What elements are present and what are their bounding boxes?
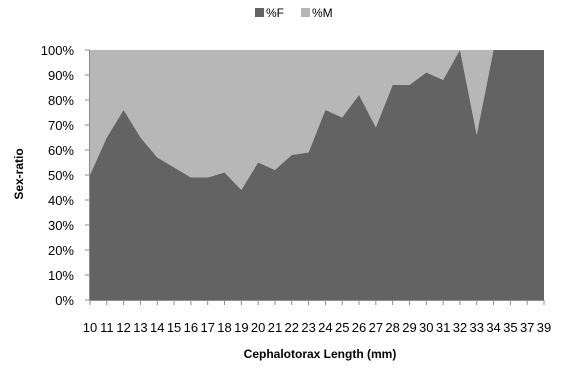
x-tick-label: 31: [436, 320, 450, 335]
y-tick-label: 100%: [41, 43, 75, 58]
legend-swatch-female: [255, 8, 264, 17]
x-tick-label: 12: [116, 320, 130, 335]
x-tick-label: 34: [486, 320, 500, 335]
x-tick-label: 11: [100, 320, 114, 335]
x-axis-title: Cephalotorax Length (mm): [244, 347, 397, 361]
x-tick-label: 30: [419, 320, 433, 335]
x-tick-label: 29: [402, 320, 416, 335]
y-tick-label: 70%: [48, 118, 74, 133]
plot-area: [90, 50, 544, 300]
x-tick-label: 19: [234, 320, 248, 335]
x-tick-label: 18: [217, 320, 231, 335]
y-tick-label: 30%: [48, 218, 74, 233]
y-tick-label: 80%: [48, 93, 74, 108]
y-axis: 0% 10% 20% 30% 40% 50% 60% 70% 80% 90% 100%: [41, 43, 90, 308]
legend-swatch-male: [301, 8, 310, 17]
y-tick-label: 90%: [48, 68, 74, 83]
x-tick-label: 22: [285, 320, 299, 335]
x-tick-label: 32: [453, 320, 467, 335]
x-tick-label: 16: [184, 320, 198, 335]
y-tick-label: 50%: [48, 168, 74, 183]
legend-label-female: %F: [266, 6, 284, 20]
x-tick-label: 27: [369, 320, 383, 335]
y-tick-label: 40%: [48, 193, 74, 208]
x-tick-label: 28: [385, 320, 399, 335]
y-tick-label: 60%: [48, 143, 74, 158]
x-tick-label: 24: [318, 320, 332, 335]
x-tick-label: 25: [335, 320, 349, 335]
x-tick-label: 39: [537, 320, 551, 335]
x-tick-label: 15: [167, 320, 181, 335]
y-axis-title: Sex-ratio: [12, 148, 26, 199]
x-tick-label: 17: [200, 320, 214, 335]
x-tick-label: 35: [503, 320, 517, 335]
x-tick-label: 14: [150, 320, 164, 335]
x-tick-label: 10: [83, 320, 97, 335]
legend: %F %M: [255, 6, 333, 20]
x-tick-label: 13: [133, 320, 147, 335]
y-tick-label: 20%: [48, 243, 74, 258]
x-tick-label: 33: [470, 320, 484, 335]
x-tick-label: 26: [352, 320, 366, 335]
x-tick-label: 21: [268, 320, 282, 335]
legend-label-male: %M: [312, 6, 333, 20]
y-tick-label: 0%: [55, 293, 74, 308]
x-tick-label: 37: [520, 320, 534, 335]
y-tick-label: 10%: [48, 268, 74, 283]
x-tick-label: 20: [251, 320, 265, 335]
x-tick-label: 23: [301, 320, 315, 335]
